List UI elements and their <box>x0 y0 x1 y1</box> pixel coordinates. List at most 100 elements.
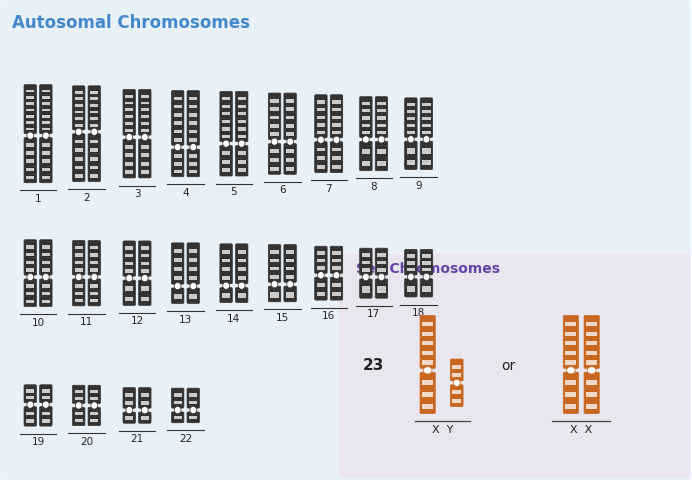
Text: 11: 11 <box>80 316 93 326</box>
Bar <box>140 96 149 98</box>
Bar <box>286 251 294 254</box>
Bar <box>586 322 597 326</box>
Bar <box>565 351 576 355</box>
Bar <box>174 394 182 397</box>
Bar <box>407 255 415 258</box>
Bar <box>90 124 98 127</box>
FancyBboxPatch shape <box>268 245 281 283</box>
Bar <box>286 100 294 103</box>
Bar <box>222 259 230 263</box>
Bar <box>90 92 98 95</box>
FancyBboxPatch shape <box>187 412 199 423</box>
FancyBboxPatch shape <box>420 250 432 276</box>
Bar <box>75 419 83 422</box>
Bar <box>422 111 430 114</box>
Bar <box>222 113 230 116</box>
FancyBboxPatch shape <box>39 85 52 134</box>
Bar <box>362 132 370 135</box>
FancyBboxPatch shape <box>88 241 100 276</box>
Bar <box>332 267 340 270</box>
Bar <box>90 111 98 114</box>
Text: 10: 10 <box>32 317 44 327</box>
Text: 22: 22 <box>179 433 192 443</box>
Bar <box>332 283 340 288</box>
Bar <box>271 100 279 103</box>
Bar <box>90 157 98 161</box>
FancyBboxPatch shape <box>220 92 233 143</box>
Bar <box>271 150 279 154</box>
Bar <box>125 163 134 167</box>
FancyBboxPatch shape <box>584 316 599 369</box>
FancyBboxPatch shape <box>405 279 417 298</box>
Bar <box>42 292 50 296</box>
Bar <box>174 114 182 118</box>
Bar <box>317 283 325 288</box>
Bar <box>26 160 35 164</box>
Text: 12: 12 <box>130 316 144 326</box>
Bar <box>174 277 182 281</box>
FancyBboxPatch shape <box>73 279 85 306</box>
Ellipse shape <box>27 274 34 281</box>
FancyBboxPatch shape <box>138 241 151 276</box>
Bar <box>75 105 83 108</box>
Bar <box>237 135 246 139</box>
Bar <box>317 109 325 112</box>
Bar <box>332 124 340 127</box>
Bar <box>26 128 35 131</box>
Bar <box>75 118 83 121</box>
FancyBboxPatch shape <box>24 138 37 183</box>
Ellipse shape <box>378 274 385 281</box>
Bar <box>286 159 294 163</box>
Bar <box>174 250 182 253</box>
Bar <box>75 412 83 416</box>
Text: Sex Chromosomes: Sex Chromosomes <box>356 262 500 276</box>
FancyBboxPatch shape <box>584 372 599 414</box>
Bar <box>237 105 246 108</box>
FancyBboxPatch shape <box>172 92 184 146</box>
FancyBboxPatch shape <box>330 143 343 173</box>
FancyBboxPatch shape <box>138 280 151 306</box>
Bar <box>125 123 134 126</box>
Text: 9: 9 <box>415 180 422 190</box>
FancyBboxPatch shape <box>123 241 136 276</box>
Text: 14: 14 <box>227 313 241 323</box>
Bar <box>565 360 576 365</box>
Bar <box>237 98 246 101</box>
Bar <box>271 117 279 120</box>
Bar <box>222 293 230 299</box>
Bar <box>422 118 430 121</box>
Bar <box>586 341 597 346</box>
Bar <box>26 109 35 112</box>
Bar <box>189 139 197 143</box>
Bar <box>271 125 279 129</box>
Bar <box>271 133 279 137</box>
Bar <box>42 253 50 257</box>
Bar <box>42 269 50 272</box>
Ellipse shape <box>27 401 34 408</box>
Bar <box>42 396 50 399</box>
FancyBboxPatch shape <box>138 140 151 179</box>
Text: 18: 18 <box>412 308 426 317</box>
FancyBboxPatch shape <box>330 247 343 274</box>
Text: 16: 16 <box>322 311 336 321</box>
Ellipse shape <box>141 134 148 142</box>
Bar <box>26 261 35 264</box>
Bar <box>362 161 370 167</box>
Bar <box>586 360 597 365</box>
Bar <box>362 149 370 155</box>
Ellipse shape <box>424 367 432 374</box>
Bar <box>26 97 35 99</box>
FancyBboxPatch shape <box>138 412 151 423</box>
Bar <box>189 114 197 118</box>
Bar <box>125 145 134 149</box>
Bar <box>189 163 197 166</box>
Bar <box>407 111 415 114</box>
Bar <box>362 103 370 106</box>
FancyBboxPatch shape <box>73 408 85 426</box>
Bar <box>75 111 83 114</box>
Bar <box>422 269 430 272</box>
Bar <box>189 416 197 419</box>
Bar <box>422 341 433 346</box>
FancyBboxPatch shape <box>375 279 388 299</box>
Bar <box>125 416 134 420</box>
